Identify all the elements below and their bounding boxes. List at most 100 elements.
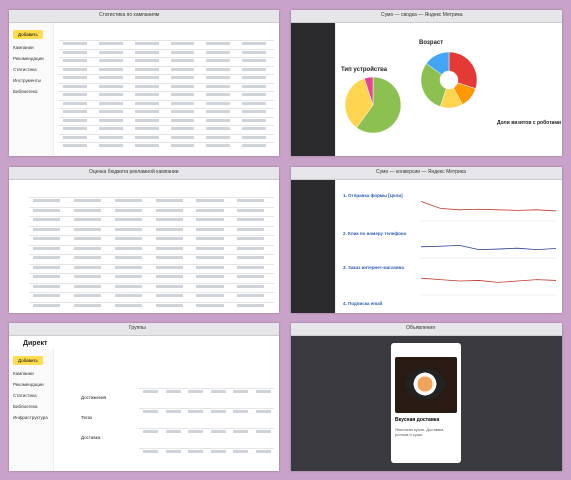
cell [114, 275, 142, 278]
cell [196, 303, 224, 307]
cell [134, 144, 159, 147]
cell [237, 265, 265, 269]
cell [63, 50, 87, 54]
cell [165, 430, 181, 433]
cell [33, 303, 61, 307]
cell [33, 227, 61, 231]
ad-card[interactable]: Вкусная доставка Японская кухня. Доставк… [391, 343, 461, 463]
cell [255, 410, 271, 413]
cell [98, 84, 123, 88]
panel-budget: Оценка бюджета рекламной кампании [9, 167, 279, 313]
cell [206, 67, 231, 71]
group-row[interactable]: Тегах [81, 415, 93, 420]
cell [33, 237, 61, 240]
menu-item[interactable]: Инструменты [13, 78, 42, 83]
cell [242, 110, 267, 113]
menu-item[interactable]: Инфраструктура [13, 415, 48, 420]
cell [242, 135, 267, 139]
cell [155, 199, 183, 202]
menu-item[interactable]: Кампании [13, 45, 34, 50]
goal-title: 2. Клик по номеру телефона [343, 231, 407, 236]
cell [237, 256, 265, 259]
cell [242, 101, 267, 105]
panel-summary: Сумо — сводка — Яндекс Метрика Тип устро… [291, 10, 562, 156]
cell [33, 275, 61, 278]
cell [170, 50, 195, 54]
tab-title: Сумо — конверсии — Яндекс Метрика [376, 169, 466, 175]
cell [134, 59, 159, 62]
cell [188, 410, 203, 413]
browser-bar: Оценка бюджета рекламной кампании [9, 167, 279, 180]
cell [242, 50, 267, 54]
cell [206, 110, 231, 113]
cell [233, 430, 248, 433]
cell [73, 218, 102, 221]
row-line [59, 133, 274, 135]
menu-item[interactable]: Рекомендации [13, 56, 44, 61]
row-line [29, 301, 274, 303]
cell [114, 256, 142, 259]
cell [114, 303, 142, 307]
add-button[interactable]: Добавить [13, 356, 43, 365]
sidebar [291, 180, 336, 313]
cell [206, 93, 231, 96]
cell [73, 275, 102, 278]
menu-item[interactable]: Библиотека [13, 404, 38, 409]
cell [196, 256, 224, 259]
line-series [420, 201, 557, 212]
cell [134, 42, 159, 45]
cell [63, 135, 87, 139]
row-line [29, 292, 274, 293]
row-line [59, 99, 274, 101]
group-row[interactable]: Доставка [81, 435, 101, 440]
cell [170, 101, 195, 105]
cell [114, 246, 142, 250]
cell [237, 199, 265, 202]
cell [98, 110, 123, 113]
cell [170, 67, 195, 71]
browser-bar: Сумо — конверсии — Яндекс Метрика [291, 167, 562, 180]
cell [143, 410, 158, 413]
row-line [59, 108, 274, 109]
group-row[interactable]: Достижения [81, 395, 107, 400]
cell [114, 227, 142, 231]
row-line [29, 273, 274, 274]
cell [114, 294, 142, 297]
cell [237, 275, 265, 278]
cell [206, 59, 231, 62]
cell [188, 390, 203, 393]
cell [63, 76, 87, 79]
menu-item[interactable]: Статистика [13, 67, 37, 72]
row-line [59, 125, 274, 126]
line-series [420, 244, 557, 251]
cell [134, 135, 159, 139]
pie-slice [425, 51, 450, 76]
pie-slice [448, 51, 478, 89]
cell [196, 199, 224, 202]
menu-item[interactable]: Статистика [13, 393, 37, 398]
cell [196, 246, 224, 250]
ad-text: Японская кухня. Доставка роллов и суши [395, 427, 444, 437]
menu-item[interactable]: Библиотека [13, 89, 38, 94]
cell [170, 76, 195, 79]
cell [134, 84, 159, 88]
cell [134, 93, 159, 96]
ad-image [395, 357, 457, 413]
cell [155, 237, 183, 240]
cell [255, 390, 271, 393]
cell [155, 294, 183, 297]
cell [206, 84, 231, 88]
menu-item[interactable]: Рекомендации [13, 382, 44, 387]
tab-title: Сумо — сводка — Яндекс Метрика [381, 12, 463, 18]
cell [73, 294, 102, 297]
cell [73, 284, 102, 288]
row-line [139, 428, 274, 429]
cell [98, 59, 123, 62]
cell [188, 430, 203, 433]
logo[interactable]: Директ [23, 340, 48, 347]
menu-item[interactable]: Кампании [13, 371, 34, 376]
cell [98, 50, 123, 54]
add-button[interactable]: Добавить [13, 30, 43, 39]
cell [33, 218, 61, 221]
